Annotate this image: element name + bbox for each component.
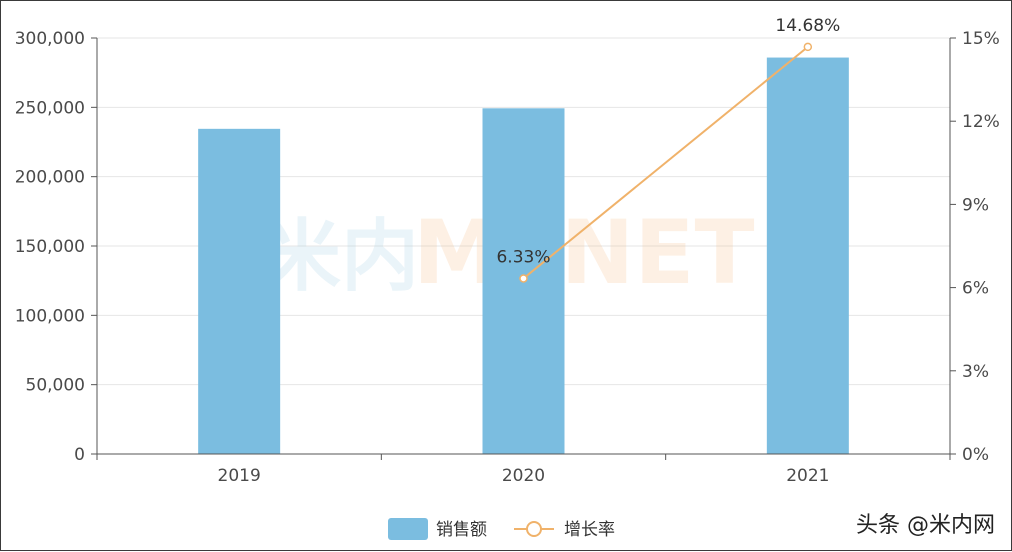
watermark-text-en: MENET xyxy=(413,201,754,304)
growth-rate-data-label: 14.68% xyxy=(775,16,840,36)
left-tick-label: 200,000 xyxy=(15,168,85,188)
growth-rate-point-2020 xyxy=(519,274,528,283)
x-tick-label: 2021 xyxy=(786,466,829,486)
right-tick-label: 15% xyxy=(962,29,1000,49)
left-tick-label: 150,000 xyxy=(15,237,85,257)
left-tick-label: 250,000 xyxy=(15,98,85,118)
right-tick-label: 3% xyxy=(962,362,989,382)
left-tick-label: 300,000 xyxy=(15,29,85,49)
labels-layer: 6.33% 14.68% xyxy=(496,16,840,268)
watermark-text-cn: 米内 xyxy=(263,212,419,302)
left-tick-label: 0 xyxy=(74,445,85,465)
right-tick-label: 6% xyxy=(962,279,989,299)
source-label: 头条 @米内网 xyxy=(856,513,995,538)
growth-rate-line xyxy=(522,46,809,280)
legend: 销售额 增长率 xyxy=(388,518,615,540)
bar-2021 xyxy=(766,57,849,454)
legend-label: 销售额 xyxy=(436,520,487,540)
x-tick-label: 2020 xyxy=(502,466,545,486)
right-tick-label: 0% xyxy=(962,445,989,465)
legend-swatch-bar xyxy=(388,518,428,540)
right-tick-label: 9% xyxy=(962,195,989,215)
bar-2019 xyxy=(198,128,281,454)
growth-rate-data-label: 6.33% xyxy=(496,247,550,267)
left-tick-label: 50,000 xyxy=(26,376,85,396)
axes-layer: 0 50,000 100,000 150,000 200,000 250,000 300,0… xyxy=(15,29,1000,486)
line-layer xyxy=(519,42,813,283)
x-tick-label: 2019 xyxy=(218,466,261,486)
legend-label: 增长率 xyxy=(564,520,615,540)
right-tick-label: 12% xyxy=(962,112,1000,132)
legend-swatch-circle xyxy=(526,521,542,537)
source-layer: 头条 @米内网 xyxy=(856,513,995,538)
left-tick-label: 100,000 xyxy=(15,306,85,326)
growth-rate-point-2021 xyxy=(803,42,813,52)
